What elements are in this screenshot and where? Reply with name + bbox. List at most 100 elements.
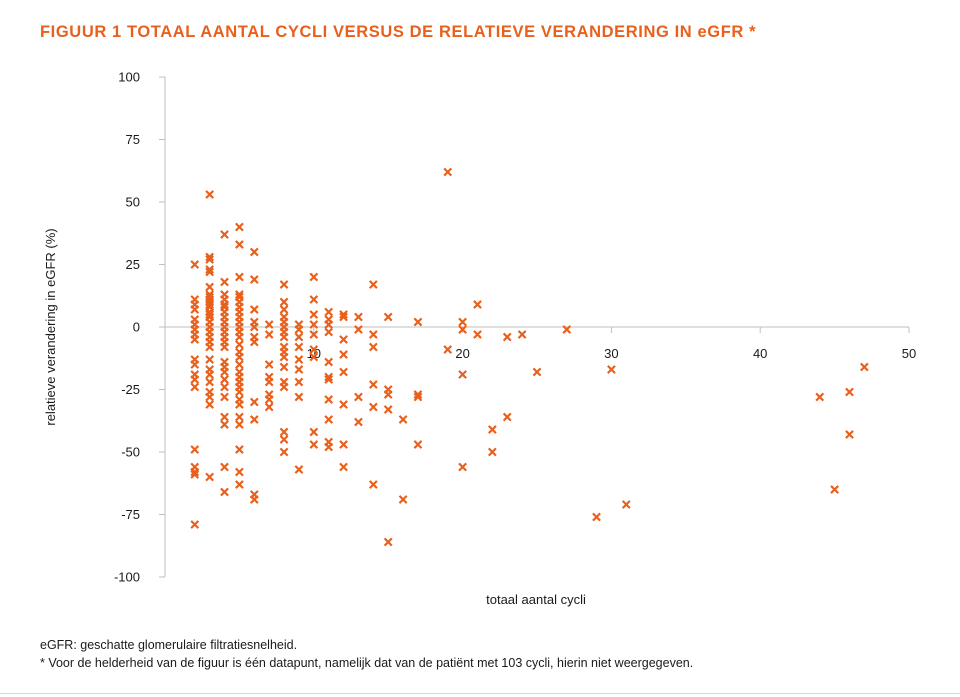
data-point [413,390,423,399]
data-point [487,425,497,434]
data-point [458,462,467,472]
data-point [235,240,244,249]
data-point [354,392,363,402]
data-point [249,415,259,424]
data-point [249,322,259,332]
x-tick-label: 30 [604,346,618,361]
data-point [339,440,348,449]
data-point [235,420,244,429]
data-point [279,362,289,372]
data-point [398,495,408,504]
y-tick-label: 100 [118,70,140,85]
y-tick-label: -100 [114,570,140,585]
data-point [190,382,200,392]
x-axis-label: totaal aantal cycli [486,592,586,607]
data-point [249,495,259,504]
data-point [235,445,244,454]
data-point [235,332,244,342]
data-point [324,442,334,452]
data-point [235,387,244,397]
data-point [339,312,348,322]
data-point [309,310,319,319]
data-point [220,230,229,239]
data-point [487,447,497,457]
data-point [845,430,854,439]
data-point [294,342,304,352]
data-point [235,400,244,409]
data-point [235,340,244,349]
data-point [309,272,319,282]
bottom-divider [0,693,960,694]
data-point [205,267,215,277]
data-point [220,412,229,422]
data-point [398,415,408,424]
data-point [339,335,348,344]
data-point [249,247,259,257]
data-point [383,390,393,399]
y-tick-label: 50 [126,195,140,210]
x-axis: 10 20 30 40 50 [165,326,916,361]
data-point [324,372,334,382]
data-point [368,330,378,339]
data-point [220,300,229,309]
data-point [517,330,527,339]
data-point [190,360,200,369]
data-point [220,367,229,377]
data-point [294,377,304,387]
data-point [205,355,215,364]
note-footnote: * Voor de helderheid van de figuur is éé… [40,656,694,670]
data-point [249,305,259,314]
data-point [294,465,304,474]
data-point [458,325,467,334]
data-point [264,377,274,387]
data-point [324,307,334,317]
data-point [502,412,512,422]
data-point [339,310,348,319]
data-point [264,330,274,339]
data-point [220,420,229,429]
data-point [205,377,215,387]
x-tick-label: 20 [455,346,469,361]
data-point [279,352,289,362]
data-point [368,402,378,412]
data-point [383,405,393,414]
figure-notes: eGFR: geschatte glomerulaire filtratiesn… [40,636,693,672]
data-point [473,330,482,339]
note-abbreviation: eGFR: geschatte glomerulaire filtratiesn… [40,638,298,652]
data-point [249,337,259,347]
data-point [592,512,601,522]
data-point [279,435,289,444]
data-point [205,472,215,482]
data-point [190,260,200,269]
data-point [264,360,274,369]
data-point [264,402,274,412]
data-point [205,392,215,402]
data-point [309,345,319,354]
data-point [845,387,854,397]
data-point [458,317,467,327]
data-point [354,417,363,427]
data-point [235,412,244,422]
data-point [294,325,304,334]
data-point [190,520,200,529]
data-point [294,332,304,342]
data-point [354,325,363,334]
data-point [264,320,274,329]
y-axis: 100 75 50 25 0 -25 -50 -75 -100 [114,70,166,585]
data-point [190,335,200,344]
data-point [309,352,319,362]
data-point [413,440,423,449]
data-point [235,480,244,489]
data-point [309,440,319,449]
data-point [249,397,259,407]
data-points [190,167,869,547]
data-point [190,445,200,454]
data-point [205,265,215,274]
data-point [339,462,348,472]
data-point [607,365,616,374]
data-point [220,462,229,472]
data-point [383,312,393,322]
data-point [279,332,289,342]
data-point [279,305,289,314]
data-point [339,400,348,409]
